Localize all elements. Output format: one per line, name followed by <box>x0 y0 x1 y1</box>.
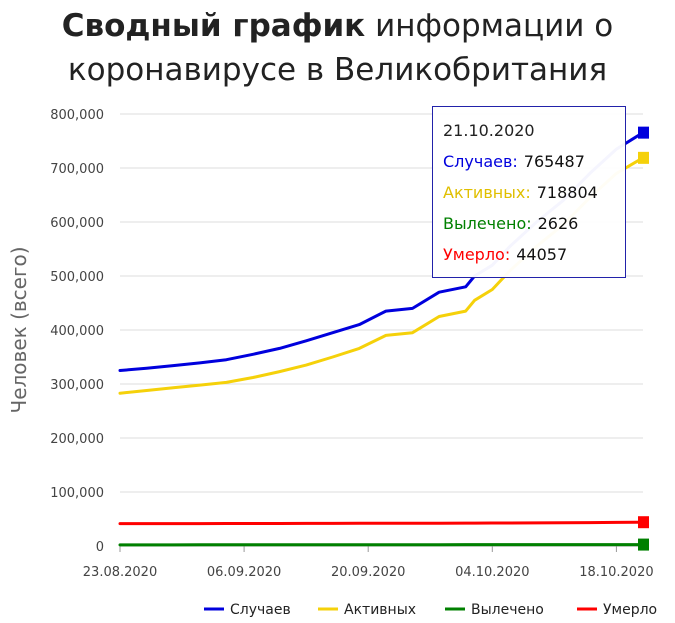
series-marker-1 <box>638 126 649 139</box>
x-tick-label: 20.09.2020 <box>331 565 405 580</box>
legend-label: Активных <box>344 602 416 618</box>
tooltip-row-cases: Случаев: 765487 <box>443 146 615 177</box>
series-marker-3 <box>638 538 649 551</box>
series-line-4 <box>118 520 645 526</box>
chart-title: Сводный график информации о коронавирусе… <box>0 4 675 92</box>
x-tick-label: 06.09.2020 <box>207 565 281 580</box>
legend-label: Умерло <box>603 602 657 618</box>
y-tick-label: 500,000 <box>50 270 104 285</box>
tooltip-label: Вылечено: <box>443 214 532 233</box>
y-tick-label: 700,000 <box>50 162 104 177</box>
tooltip-date: 21.10.2020 <box>443 121 535 140</box>
tooltip-label: Случаев: <box>443 152 518 171</box>
tooltip-row-deaths: Умерло: 44057 <box>443 239 615 270</box>
title-line2: коронавирусе в Великобритания <box>67 52 608 88</box>
tooltip-value: 765487 <box>523 152 585 171</box>
legend-label: Случаев <box>230 602 291 618</box>
series-marker-2 <box>638 151 649 164</box>
tooltip-value: 2626 <box>537 214 579 233</box>
hover-tooltip: 21.10.2020 Случаев: 765487 Активных: 71880… <box>432 106 626 278</box>
x-tick-label: 04.10.2020 <box>455 565 529 580</box>
tooltip-value: 44057 <box>516 245 568 264</box>
title-bold: Сводный график <box>61 8 366 44</box>
tooltip-value: 718804 <box>536 183 598 202</box>
series-marker-4 <box>638 516 649 529</box>
tooltip-row-recovered: Вылечено: 2626 <box>443 208 615 239</box>
x-tick-label: 18.10.2020 <box>579 565 653 580</box>
y-axis-label: Человек (всего) <box>7 246 31 413</box>
legend-label: Вылечено <box>471 602 544 618</box>
x-tick-label: 23.08.2020 <box>83 565 157 580</box>
tooltip-label: Активных: <box>443 183 531 202</box>
y-tick-label: 200,000 <box>50 432 104 447</box>
y-tick-label: 100,000 <box>50 486 104 501</box>
tooltip-label: Умерло: <box>443 245 511 264</box>
y-tick-label: 800,000 <box>50 108 104 123</box>
y-tick-label: 0 <box>96 540 104 555</box>
title-rest: информации о <box>365 8 614 44</box>
tooltip-row-active: Активных: 718804 <box>443 177 615 208</box>
y-tick-label: 300,000 <box>50 378 104 393</box>
y-tick-label: 400,000 <box>50 324 104 339</box>
y-tick-label: 600,000 <box>50 216 104 231</box>
